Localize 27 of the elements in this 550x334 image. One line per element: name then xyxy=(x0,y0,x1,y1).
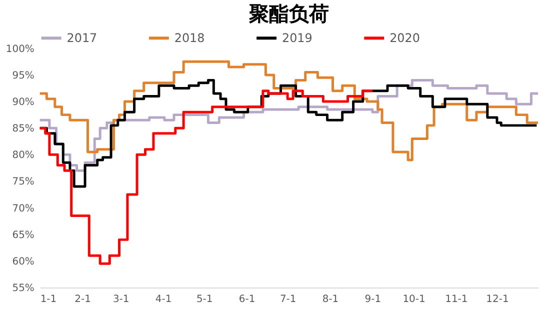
y-tick-label: 70% xyxy=(12,203,34,214)
legend-label: 2020 xyxy=(390,31,420,46)
x-tick-label: 12-1 xyxy=(486,294,509,305)
x-tick-label: 7-1 xyxy=(280,294,296,305)
y-tick-label: 90% xyxy=(12,97,34,108)
y-tick-label: 60% xyxy=(12,256,34,268)
x-tick-label: 3-1 xyxy=(112,294,130,305)
legend-label: 2017 xyxy=(66,31,98,46)
y-tick-label: 55% xyxy=(12,283,34,294)
x-tick-label: 4-1 xyxy=(155,294,172,305)
y-tick-label: 95% xyxy=(12,70,34,82)
x-tick-label: 9-1 xyxy=(364,294,382,305)
x-tick-label: 1-1 xyxy=(40,294,57,305)
legend-label: 2019 xyxy=(282,31,312,46)
x-tick-label: 6-1 xyxy=(238,294,256,305)
x-tick-label: 11-1 xyxy=(445,294,468,305)
y-tick-label: 85% xyxy=(12,124,34,135)
y-tick-label: 80% xyxy=(12,150,34,162)
y-tick-label: 65% xyxy=(12,230,34,241)
x-tick-label: 8-1 xyxy=(322,294,339,305)
x-tick-label: 10-1 xyxy=(402,294,426,305)
y-tick-label: 100% xyxy=(6,44,34,55)
x-tick-label: 5-1 xyxy=(196,294,213,305)
chart-title: 聚酯负荷 xyxy=(248,1,329,26)
y-tick-label: 75% xyxy=(12,176,34,188)
x-tick-label: 2-1 xyxy=(74,294,91,305)
legend-label: 2018 xyxy=(174,31,205,46)
